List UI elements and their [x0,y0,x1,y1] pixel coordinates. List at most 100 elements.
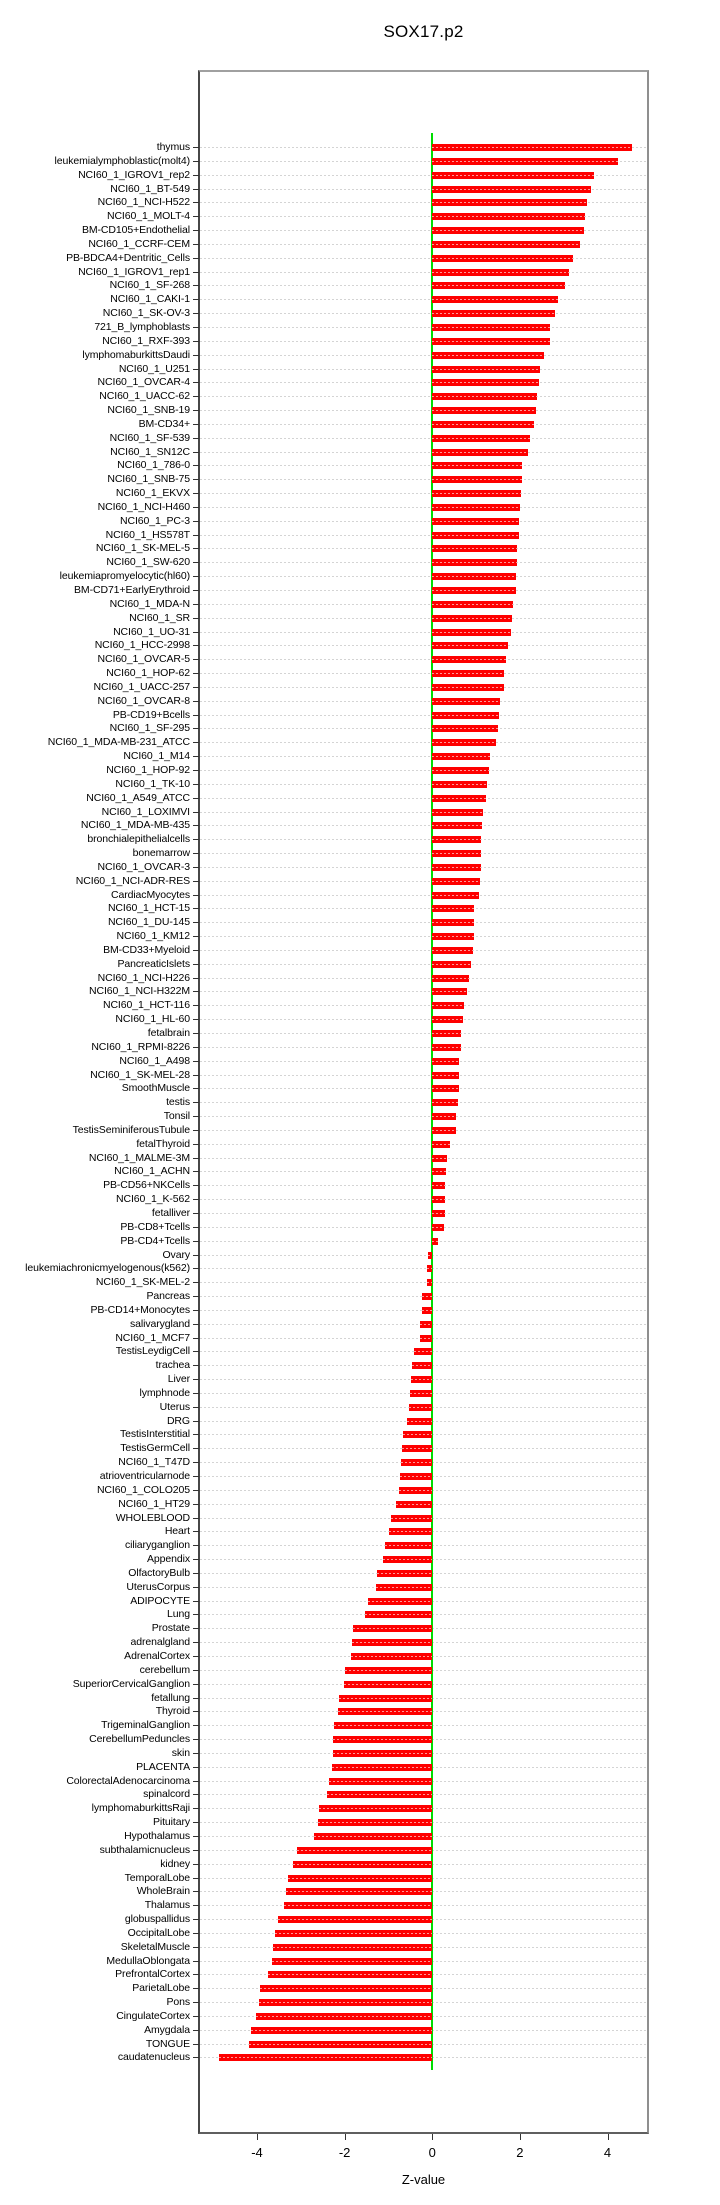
gridline [200,216,647,218]
bar [432,185,592,193]
bar [432,891,480,899]
bar [400,1473,433,1481]
category-label: leukemialymphoblastic(molt4) [54,154,191,167]
y-tick [193,839,199,841]
y-tick [193,1531,199,1533]
x-tick [607,2134,609,2140]
category-label: spinalcord [143,1788,190,1801]
y-tick [193,506,199,508]
category-label: TestisInterstitial [120,1428,190,1441]
bar [432,1113,457,1121]
gridline [200,437,647,439]
category-label: NCI60_1_RPMI-8226 [91,1040,190,1053]
bar [367,1597,433,1605]
category-label: NCI60_1_CCRF-CEM [88,237,190,250]
bar [432,227,585,235]
bar [432,960,471,968]
bar [427,1265,433,1273]
gridline [200,797,647,799]
gridline [200,1157,647,1159]
category-label: Pituitary [152,1816,190,1829]
category-label: BM-CD34+ [138,417,191,430]
bar [353,1625,433,1633]
y-tick [193,1559,199,1561]
bar [268,1971,433,1979]
category-label: NCI60_1_SNB-75 [107,473,190,486]
category-label: WholeBrain [136,1885,190,1898]
category-label: NCI60_1_DU-145 [107,916,190,929]
y-tick [193,2057,199,2059]
category-label: BM-CD105+Endothelial [81,224,190,237]
gridline [200,410,647,412]
gridline [200,936,647,938]
y-tick [193,631,199,633]
y-tick [193,714,199,716]
gridline [200,963,647,965]
gridline [200,188,647,190]
bar [293,1860,433,1868]
category-label: NCI60_1_SF-268 [109,279,190,292]
y-tick [193,1739,199,1741]
category-label: NCI60_1_SK-MEL-5 [95,542,190,555]
y-tick [193,1462,199,1464]
gridline [200,285,647,287]
category-label: NCI60_1_EKVX [115,487,190,500]
y-tick [193,1351,199,1353]
y-tick [193,853,199,855]
bar [314,1832,433,1840]
bar [432,310,555,318]
bar [259,1999,433,2007]
bar [296,1846,433,1854]
bar [383,1556,433,1564]
category-label: leukemiachronicmyelogenous(k562) [25,1262,190,1275]
gridline [200,825,647,827]
y-tick [193,1157,199,1159]
y-tick [193,534,199,536]
bar [432,1209,445,1217]
gridline [200,493,647,495]
category-label: NCI60_1_IGROV1_rep2 [78,168,190,181]
category-label: NCI60_1_SF-295 [109,722,190,735]
gridline [200,534,647,536]
bar [402,1445,433,1453]
y-tick [193,1988,199,1990]
y-tick [193,1102,199,1104]
category-label: NCI60_1_HL-60 [115,1013,190,1026]
category-label: DRG [166,1414,190,1427]
y-tick [193,1033,199,1035]
bar [432,476,523,484]
bar [413,1348,433,1356]
category-label: NCI60_1_UACC-62 [99,390,190,403]
category-label: ADIPOCYTE [130,1594,190,1607]
bar [432,490,522,498]
category-label: SmoothMuscle [121,1082,190,1095]
bar [432,434,530,442]
y-tick [193,243,199,245]
bar [432,780,488,788]
y-tick [193,520,199,522]
category-label: NCI60_1_MALME-3M [88,1151,190,1164]
bar [428,1251,433,1259]
y-tick [193,1863,199,1865]
y-tick [193,1019,199,1021]
bar [432,365,541,373]
bar [432,628,512,636]
bar [432,1043,462,1051]
y-tick [193,1711,199,1713]
category-label: adrenalgland [130,1636,190,1649]
category-label: fetalbrain [147,1027,190,1040]
bar [432,351,544,359]
category-label: Appendix [147,1553,190,1566]
gridline [200,465,647,467]
gridline [200,1005,647,1007]
gridline [200,313,647,315]
y-tick [193,1282,199,1284]
category-label: NCI60_1_OVCAR-5 [97,653,191,666]
bar [432,407,537,415]
category-label: PB-CD8+Tcells [120,1220,190,1233]
category-label: PrefrontalCortex [115,1968,190,1981]
category-label: fetallung [151,1691,190,1704]
category-label: NCI60_1_NCI-H522 [97,196,190,209]
category-label: NCI60_1_HOP-62 [106,667,190,680]
category-label: OccipitalLobe [127,1926,190,1939]
